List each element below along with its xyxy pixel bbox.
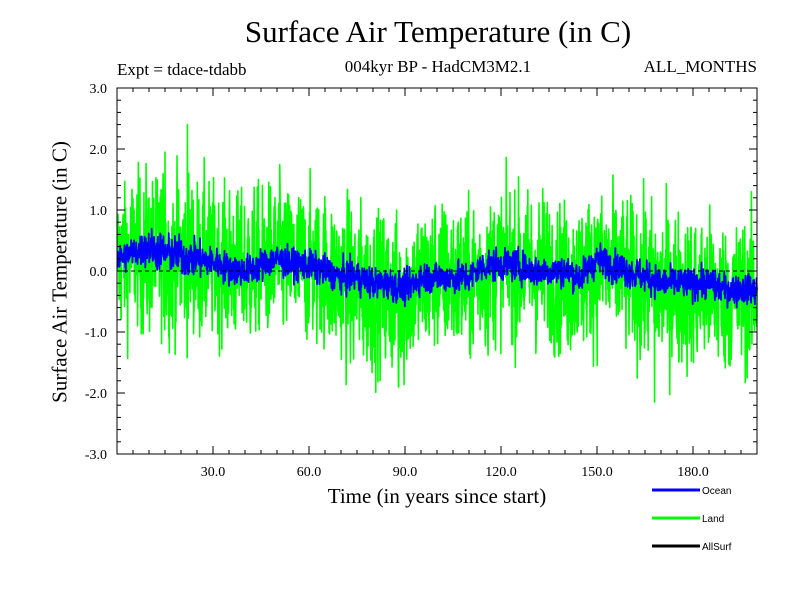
period-label: ALL_MONTHS <box>643 57 757 76</box>
series-line-ocean <box>116 227 758 309</box>
x-axis-label: Time (in years since start) <box>327 484 547 508</box>
x-tick-label: 120.0 <box>485 465 517 480</box>
legend-label-allsurf: AllSurf <box>702 542 732 553</box>
x-tick-label: 90.0 <box>393 465 418 480</box>
experiment-label: Expt = tdace-tdabb <box>117 60 247 79</box>
y-tick-label: -1.0 <box>85 326 107 341</box>
legend-label-ocean: Ocean <box>702 486 731 497</box>
chart-subtitle: 004kyr BP - HadCM3M2.1 <box>344 57 532 76</box>
y-tick-label: 2.0 <box>90 143 108 158</box>
legend-label-land: Land <box>702 514 724 525</box>
x-tick-label: 150.0 <box>581 465 613 480</box>
legend: Ocean Land AllSurf <box>652 486 732 553</box>
series-layer <box>116 123 758 403</box>
chart-title: Surface Air Temperature (in C) <box>244 14 632 49</box>
x-tick-label: 60.0 <box>297 465 322 480</box>
x-tick-label: 180.0 <box>677 465 709 480</box>
y-tick-label: 1.0 <box>90 204 108 219</box>
axis-layer: 3.0 2.0 1.0 0.0 -1.0 -2.0 -3.0 30.0 60.0 90.0 120.… <box>85 82 757 480</box>
y-tick-label: -2.0 <box>85 387 107 402</box>
x-tick-label: 30.0 <box>201 465 226 480</box>
y-tick-label: 3.0 <box>90 82 108 97</box>
y-tick-label: 0.0 <box>90 265 108 280</box>
y-tick-label: -3.0 <box>85 448 107 463</box>
